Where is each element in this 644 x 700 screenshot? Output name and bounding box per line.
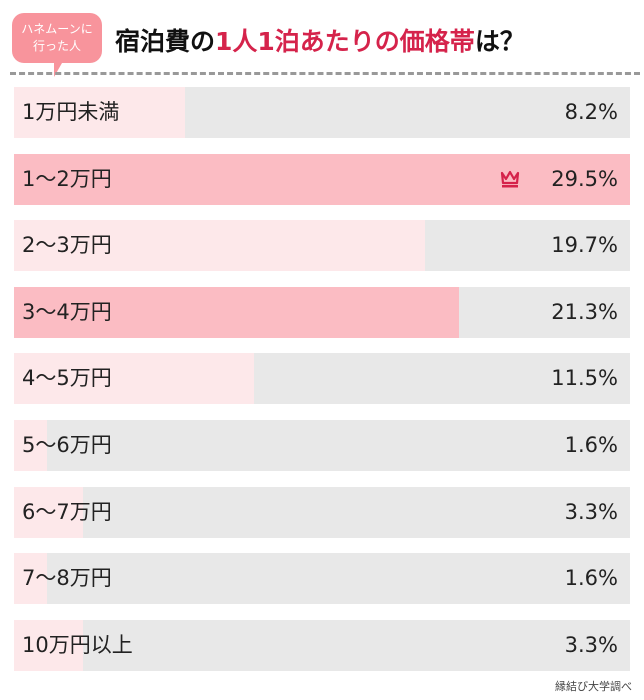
bar-label: 4〜5万円	[22, 366, 112, 391]
bar-row: 1〜2万円 29.5%	[14, 153, 630, 205]
badge-line2: 行った人	[32, 39, 81, 53]
divider	[10, 72, 640, 75]
title-pre: 宿泊費の	[115, 27, 216, 56]
bar-label: 1万円未満	[22, 100, 120, 124]
title-post: は？	[474, 27, 525, 56]
bar-row: 6〜7万円 3.3%	[14, 486, 630, 538]
bar-value: 3.3%	[564, 499, 618, 524]
bar-value: 1.6%	[564, 433, 618, 457]
badge-line1: ハネムーンに	[21, 22, 93, 36]
bar-label: 3〜4万円	[22, 299, 112, 324]
bar-value: 11.5%	[551, 366, 618, 391]
respondent-badge: ハネムーンに 行った人	[12, 13, 102, 77]
bar	[14, 286, 459, 338]
bar	[14, 220, 426, 272]
bar-label: 5〜6万円	[22, 433, 112, 457]
bar-value: 3.3%	[564, 632, 618, 657]
bar-row: 3〜4万円 21.3%	[14, 286, 630, 338]
title-highlight: 1人1泊あたりの価格帯	[215, 27, 475, 56]
bar-row: 1万円未満 8.2%	[14, 87, 630, 138]
bar-value: 1.6%	[564, 566, 618, 591]
bar-label: 1〜2万円	[22, 166, 112, 191]
bar	[14, 486, 83, 538]
source-note: 縁結び大学調べ	[555, 680, 632, 693]
chart-title: 宿泊費の1人1泊あたりの価格帯は？	[115, 22, 525, 58]
bar	[14, 153, 630, 205]
bar-label: 2〜3万円	[22, 233, 112, 258]
bar-value: 29.5%	[551, 166, 618, 191]
bar-value: 19.7%	[551, 233, 618, 258]
bar-value: 21.3%	[551, 299, 618, 324]
bar	[14, 619, 83, 671]
bar	[14, 420, 48, 471]
bar-value: 8.2%	[564, 100, 618, 124]
bar-label: 10万円以上	[22, 632, 133, 657]
bar-row: 7〜8万円 1.6%	[14, 553, 630, 605]
bar-label: 7〜8万円	[22, 566, 112, 591]
bar	[14, 87, 186, 138]
bar-row: 10万円以上 3.3%	[14, 619, 630, 671]
bar-row: 5〜6万円 1.6%	[14, 420, 630, 471]
bar-row: 2〜3万円 19.7%	[14, 220, 630, 272]
crown-icon	[500, 170, 520, 188]
bar-row: 4〜5万円 11.5%	[14, 353, 630, 405]
bar-label: 6〜7万円	[22, 499, 112, 524]
bar	[14, 553, 48, 605]
bar	[14, 353, 255, 405]
